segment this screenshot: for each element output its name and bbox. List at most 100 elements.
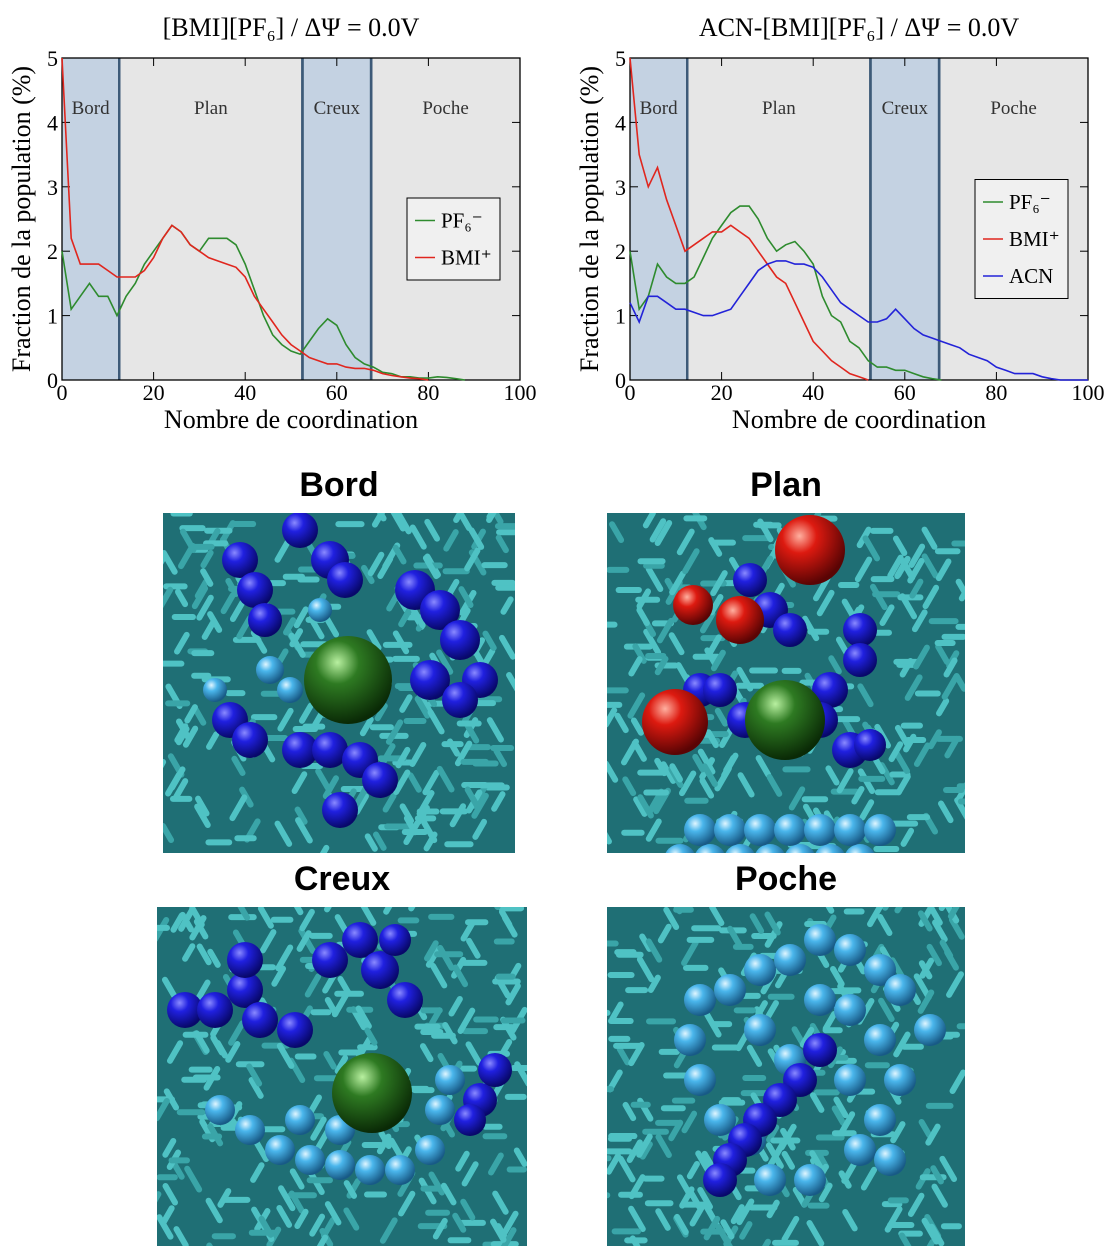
atom [425, 1095, 455, 1125]
x-tick-label: 60 [894, 380, 916, 405]
bond [237, 907, 251, 921]
bond [184, 704, 198, 724]
bond [274, 820, 293, 847]
bond [930, 1165, 944, 1185]
bond [827, 1046, 843, 1069]
bond [452, 1212, 467, 1233]
bond [163, 586, 174, 609]
atom [248, 603, 282, 637]
bond [409, 742, 427, 767]
atom [843, 613, 877, 647]
bond [607, 707, 618, 728]
bond [163, 550, 178, 575]
atom [285, 1105, 315, 1135]
bond [636, 956, 655, 983]
bond [730, 1204, 745, 1225]
bond [639, 933, 653, 952]
atom [312, 942, 348, 978]
bond [501, 1210, 519, 1236]
bond [408, 907, 416, 912]
bond [878, 997, 895, 1023]
bond [913, 742, 931, 767]
line-series [629, 57, 869, 381]
bond [939, 1155, 958, 1183]
atom [385, 1155, 415, 1185]
chart-title: [BMI][PF₆] / ΔΨ = 0.0V [163, 13, 420, 42]
y-axis-label: Fraction de la population (%) [7, 66, 36, 372]
bond [788, 786, 806, 811]
bond [609, 1001, 624, 1022]
bond [958, 586, 965, 602]
bond [757, 518, 774, 543]
bond [939, 939, 954, 959]
atom [864, 1024, 896, 1056]
bond [228, 1020, 246, 1046]
bond [953, 672, 965, 692]
bond [654, 655, 669, 676]
bond [654, 520, 673, 547]
bond [607, 760, 619, 783]
bond [668, 632, 685, 656]
bond [932, 919, 948, 943]
atom [695, 844, 725, 853]
bond [765, 1000, 779, 1020]
bond [921, 1217, 940, 1245]
atom [440, 620, 480, 660]
bond [917, 989, 935, 1014]
bond [903, 733, 917, 753]
bond [288, 1190, 305, 1214]
region-label: Bord [72, 98, 111, 119]
bond [173, 1226, 189, 1246]
bond [673, 907, 683, 915]
region [870, 58, 940, 380]
atom [773, 613, 807, 647]
bond [207, 611, 223, 633]
bond [699, 610, 716, 634]
atom [684, 1064, 716, 1096]
bond [203, 1066, 221, 1091]
bond [399, 694, 413, 713]
bond [308, 615, 325, 640]
bond [681, 939, 699, 966]
bond [189, 915, 207, 941]
bond [194, 803, 211, 828]
bond [836, 768, 854, 794]
bond [276, 1042, 295, 1069]
atom [804, 924, 836, 956]
bond [304, 973, 322, 998]
bond [913, 644, 930, 670]
bond [765, 1142, 784, 1170]
bond [830, 966, 845, 988]
bond [310, 1116, 327, 1141]
y-tick-label: 5 [47, 46, 58, 71]
bond [895, 773, 911, 796]
bond [443, 529, 459, 552]
atom [864, 814, 896, 846]
bond [191, 585, 209, 610]
plot-frame [61, 57, 521, 381]
legend-label: PF₆⁻ [1009, 190, 1051, 214]
snapshot [607, 907, 965, 1246]
x-axis-label: Nombre de coordination [164, 405, 418, 434]
bond [289, 1168, 305, 1190]
bond [436, 765, 455, 793]
legend-label: PF₆⁻ [441, 209, 483, 233]
bond [492, 1190, 509, 1215]
bond [636, 588, 652, 610]
snapshot [607, 513, 965, 853]
bond [291, 771, 308, 795]
atom [744, 1014, 776, 1046]
bond [361, 564, 375, 585]
bond [430, 962, 448, 989]
bond [343, 1180, 358, 1199]
legend-label: ACN [1009, 264, 1053, 288]
snapshot [163, 513, 515, 853]
bond [259, 929, 277, 954]
bond [319, 844, 330, 853]
line-series [61, 57, 429, 381]
atom [703, 1163, 737, 1197]
bond [614, 712, 629, 734]
bond [636, 607, 650, 626]
bond [160, 1205, 175, 1227]
bond [457, 1007, 476, 1034]
